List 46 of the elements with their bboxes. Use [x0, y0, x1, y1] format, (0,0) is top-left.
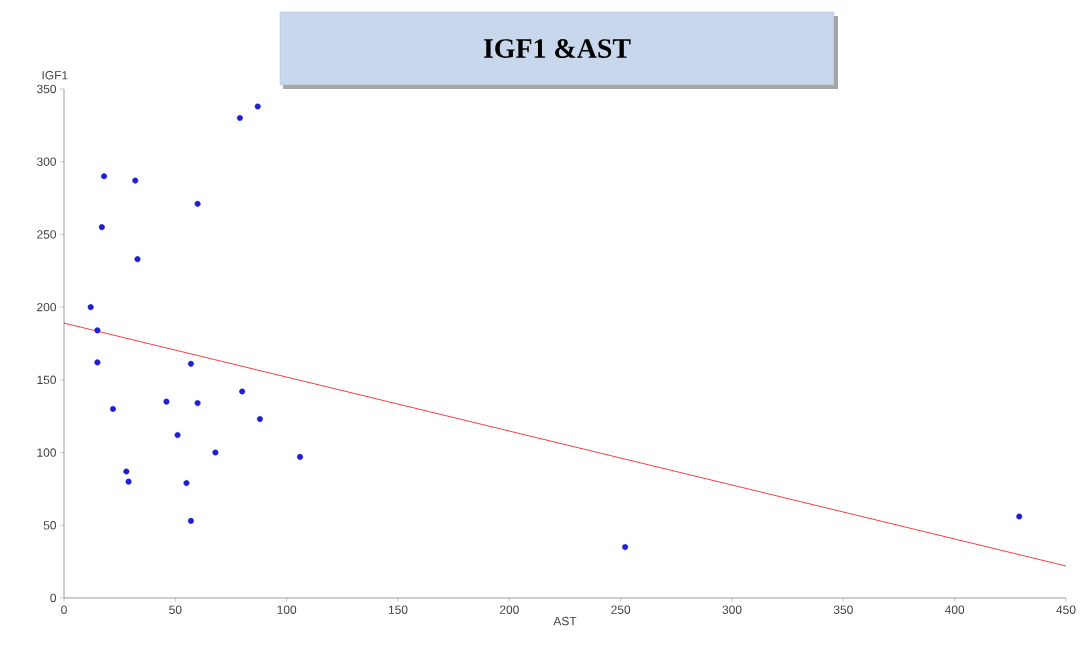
point: [256, 416, 263, 423]
point: [94, 359, 101, 366]
point: [123, 468, 130, 475]
x-tick-label: 200: [499, 605, 519, 614]
point: [187, 517, 194, 524]
point: [236, 115, 243, 122]
y-tick-label: 100: [37, 448, 57, 457]
x-tick-label: 0: [61, 605, 67, 614]
y-axis-title: IGF1: [42, 71, 68, 80]
x-tick-label: 50: [169, 605, 182, 614]
point: [183, 480, 190, 487]
point: [101, 173, 108, 180]
point: [194, 400, 201, 407]
point: [98, 224, 105, 231]
point: [134, 256, 141, 263]
x-tick-label: 400: [944, 605, 965, 614]
x-tick-label: 250: [611, 605, 631, 614]
y-tick-label: 50: [43, 521, 57, 530]
point: [212, 449, 219, 456]
x-tick-label: 450: [1056, 605, 1076, 614]
chart-title: IGF1 &AST: [483, 39, 631, 58]
point: [174, 432, 181, 439]
point: [110, 405, 116, 412]
point: [1016, 513, 1023, 520]
point: [187, 360, 194, 367]
point: [163, 398, 170, 405]
x-tick-label: 100: [277, 605, 297, 614]
point: [239, 388, 246, 395]
y-tick-label: 200: [37, 302, 57, 312]
y-tick-label: 0: [50, 593, 57, 603]
point: [132, 177, 139, 184]
x-tick-label: 150: [388, 605, 408, 614]
point: [194, 200, 201, 207]
point: [297, 453, 304, 460]
point: [254, 103, 261, 110]
x-axis-title: AST: [553, 616, 577, 626]
point: [94, 327, 101, 334]
x-tick-label: 300: [722, 605, 742, 614]
x-tick-label: 350: [833, 605, 853, 614]
y-tick-label: 150: [37, 375, 57, 385]
y-tick-label: 350: [37, 84, 57, 94]
point: [125, 478, 132, 485]
y-tick-label: 250: [37, 230, 57, 239]
point: [87, 304, 94, 311]
y-tick-label: 300: [37, 157, 57, 166]
point: [622, 544, 629, 551]
